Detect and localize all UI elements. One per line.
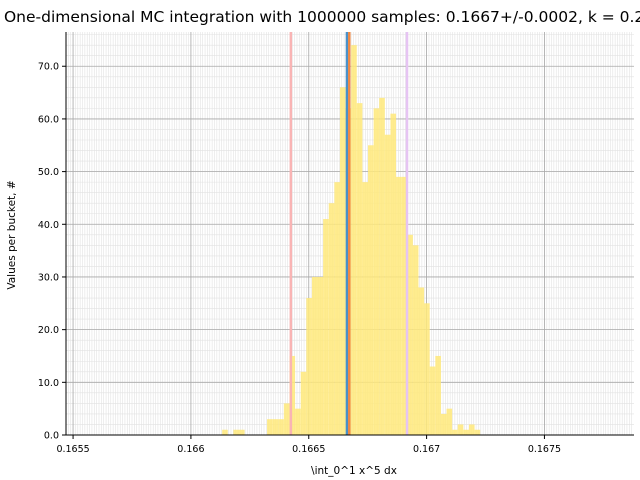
- histogram-bar: [300, 371, 307, 435]
- histogram-bar: [222, 429, 228, 435]
- y-tick-label: 40.0: [38, 220, 59, 231]
- chart-title: One-dimensional MC integration with 1000…: [4, 8, 640, 26]
- x-axis-ticks: 0.1655 0.166 0.1665 0.167 0.1675: [56, 435, 561, 455]
- histogram-bar: [351, 45, 357, 436]
- histogram-bar: [311, 276, 318, 435]
- histogram-bar: [373, 108, 380, 435]
- x-tick-label: 0.1675: [528, 444, 561, 455]
- histogram-bar: [474, 429, 481, 435]
- histogram-bar: [412, 245, 419, 435]
- histogram-bar: [390, 113, 397, 435]
- histogram-bar: [317, 276, 324, 435]
- x-tick-label: 0.1655: [56, 444, 89, 455]
- histogram-bar: [295, 408, 301, 435]
- histogram-bar: [396, 176, 402, 436]
- histogram-bar: [424, 303, 430, 435]
- y-tick-label: 30.0: [38, 272, 59, 283]
- histogram-bar: [283, 403, 290, 435]
- y-tick-label: 50.0: [38, 167, 59, 178]
- histogram-bar: [429, 366, 436, 435]
- histogram-bar: [289, 355, 296, 435]
- histogram-bar: [339, 87, 346, 436]
- histogram-bar: [407, 234, 413, 435]
- histogram-bar: [306, 298, 312, 435]
- histogram-bar: [468, 424, 475, 435]
- histogram-bar: [368, 145, 374, 435]
- histogram-bar: [418, 287, 425, 435]
- histogram-bar: [463, 429, 469, 435]
- y-tick-label: 0.0: [44, 431, 59, 442]
- x-tick-label: 0.1665: [292, 444, 325, 455]
- histogram-bar: [362, 182, 369, 435]
- histogram-bar: [238, 429, 245, 435]
- histogram-bar: [328, 203, 335, 435]
- histogram-bar: [278, 419, 284, 435]
- y-axis-label: Values per bucket, #: [6, 180, 18, 289]
- reference-lines: [289, 32, 409, 435]
- histogram-bar: [267, 419, 273, 435]
- y-tick-label: 60.0: [38, 114, 59, 125]
- histogram-bar: [435, 355, 441, 435]
- histogram-bar: [440, 413, 447, 435]
- y-tick-label: 10.0: [38, 378, 59, 389]
- histogram-bar: [457, 424, 464, 435]
- histogram-bar: [401, 176, 408, 436]
- histogram-bar: [452, 429, 458, 435]
- x-axis-label: \int_0^1 x^5 dx: [311, 465, 397, 477]
- axes: [65, 32, 634, 436]
- histogram-bar: [233, 429, 239, 435]
- histogram-bar: [323, 219, 329, 435]
- y-tick-label: 70.0: [38, 62, 59, 73]
- histogram-bar: [272, 419, 279, 435]
- histogram-bar: [379, 97, 385, 435]
- x-tick-label: 0.166: [177, 444, 204, 455]
- y-axis-ticks: 0.0 10.0 20.0 30.0 40.0 50.0 60.0 70.0: [38, 62, 66, 442]
- histogram-bar: [334, 182, 340, 435]
- y-tick-label: 20.0: [38, 325, 59, 336]
- histogram-bar: [384, 134, 391, 435]
- histogram-bar: [446, 408, 453, 435]
- histogram-bar: [356, 103, 363, 435]
- x-tick-label: 0.167: [413, 444, 440, 455]
